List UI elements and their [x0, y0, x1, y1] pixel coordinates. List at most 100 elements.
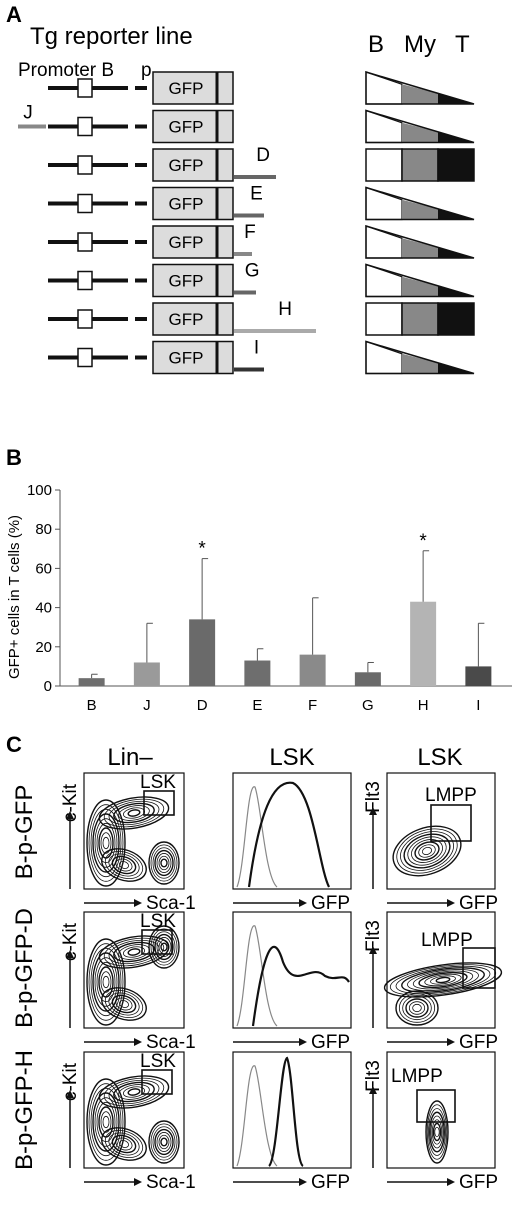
x-axis-arrowhead	[134, 1038, 142, 1046]
gfp-histogram-line	[268, 1056, 304, 1167]
expr-outline	[365, 70, 475, 105]
gfp-histogram	[232, 772, 352, 890]
density-contour	[108, 992, 140, 1016]
col-header-lsk-1: LSK	[269, 744, 314, 771]
bar	[354, 672, 381, 686]
y-axis-arrowhead	[66, 950, 74, 958]
density-contour	[156, 1132, 172, 1152]
x-axis-label-gfp: GFP	[311, 1032, 350, 1053]
gfp-box	[152, 340, 234, 375]
density-contour	[101, 987, 147, 1021]
p-label: p	[141, 60, 152, 81]
lin-neg-plot: LSK	[83, 911, 185, 1029]
x-tick-label: B	[87, 697, 97, 714]
bar	[133, 662, 160, 686]
density-contour	[104, 1129, 144, 1159]
y-axis-label-ckit: c-Kit	[60, 1062, 81, 1101]
promoter-element-box	[77, 347, 93, 368]
lmpp-gate-label: LMPP	[425, 785, 477, 806]
density-contour	[401, 967, 485, 993]
bar	[78, 678, 105, 686]
density-contour	[103, 798, 165, 828]
density-contour	[108, 1079, 160, 1105]
density-contour	[392, 825, 462, 877]
gfp-histogram	[232, 911, 352, 1029]
density-contour	[119, 1000, 129, 1008]
density-contour	[94, 818, 118, 868]
gfp-box-label: GFP	[169, 79, 204, 98]
row-label-b-p-gfp-h: B-p-GFP-H	[11, 1050, 38, 1170]
x-axis-arrowhead	[134, 899, 142, 907]
density-contour	[127, 948, 141, 956]
density-contour	[152, 931, 176, 963]
density-contour	[90, 808, 122, 878]
gfp-box	[152, 148, 234, 182]
x-axis-arrowhead	[299, 1178, 307, 1186]
density-contour	[113, 941, 155, 963]
density-contour	[90, 1087, 122, 1157]
density-contour	[148, 925, 180, 969]
col-header-lin: Lin–	[107, 744, 153, 771]
bar	[189, 619, 216, 686]
expr-header-my: My	[404, 31, 436, 58]
density-contour	[150, 844, 178, 882]
density-contour	[418, 971, 468, 989]
density-contour	[158, 1134, 170, 1150]
expr-my-segment	[401, 302, 439, 336]
density-contour	[412, 1003, 422, 1013]
lmpp-plot: LMPP	[386, 772, 496, 890]
chart-y-axis-label: GFP+ cells in T cells (%)	[6, 515, 23, 679]
density-contour	[154, 1128, 174, 1156]
density-contour	[96, 1101, 116, 1143]
density-contour	[156, 853, 172, 873]
panel-b-letter: B	[6, 445, 22, 470]
expr-outline	[365, 263, 475, 298]
density-contour	[108, 800, 160, 826]
promoter-element-box	[77, 155, 93, 175]
extension-label: E	[250, 184, 263, 205]
density-contour	[115, 997, 133, 1011]
density-contour	[426, 1104, 448, 1160]
promoter-element-box	[77, 232, 93, 252]
y-tick-label: 20	[35, 639, 52, 656]
expr-b-segment	[365, 302, 403, 336]
x-axis-label-sca1: Sca-1	[146, 1172, 196, 1193]
density-contour	[118, 805, 150, 821]
extension-label: I	[254, 338, 259, 359]
expr-my-segment	[402, 199, 438, 220]
density-contour	[90, 947, 122, 1017]
gfp-box	[152, 263, 234, 298]
x-axis-label-gfp: GFP	[459, 1172, 498, 1193]
density-contour	[102, 975, 110, 989]
density-contour	[408, 1001, 426, 1015]
density-contour	[104, 989, 144, 1019]
density-contour	[86, 938, 126, 1026]
density-contour	[96, 961, 116, 1003]
density-contour	[154, 849, 174, 877]
expr-outline	[365, 340, 475, 375]
density-contour	[123, 946, 145, 958]
gfp-histogram-line	[251, 945, 350, 1027]
density-contour	[98, 1075, 170, 1109]
density-contour	[86, 799, 126, 887]
construct-rows: GFP GFP J GFP D GFP E GFP F GFP G GFP H GFP I	[18, 70, 475, 375]
gfp-box-label: GFP	[169, 195, 204, 214]
density-contour	[412, 970, 474, 990]
expr-t-segment	[437, 302, 475, 336]
x-tick-label: H	[418, 697, 429, 714]
x-tick-label: F	[308, 697, 317, 714]
extension-label: H	[278, 299, 292, 320]
density-contour	[407, 969, 479, 991]
gfp-box-label: GFP	[169, 272, 204, 291]
lsk-gate-label: LSK	[140, 772, 176, 793]
density-contour	[108, 853, 140, 877]
density-contour	[118, 1084, 150, 1100]
gfp-box	[152, 71, 234, 105]
density-contour	[160, 858, 168, 868]
x-tick-label: E	[252, 697, 262, 714]
expr-my-segment	[401, 148, 439, 182]
lmpp-gate-label: LMPP	[391, 1066, 443, 1087]
x-tick-label: I	[476, 697, 480, 714]
gfp-box	[152, 302, 234, 336]
gfp-box-label: GFP	[169, 349, 204, 368]
